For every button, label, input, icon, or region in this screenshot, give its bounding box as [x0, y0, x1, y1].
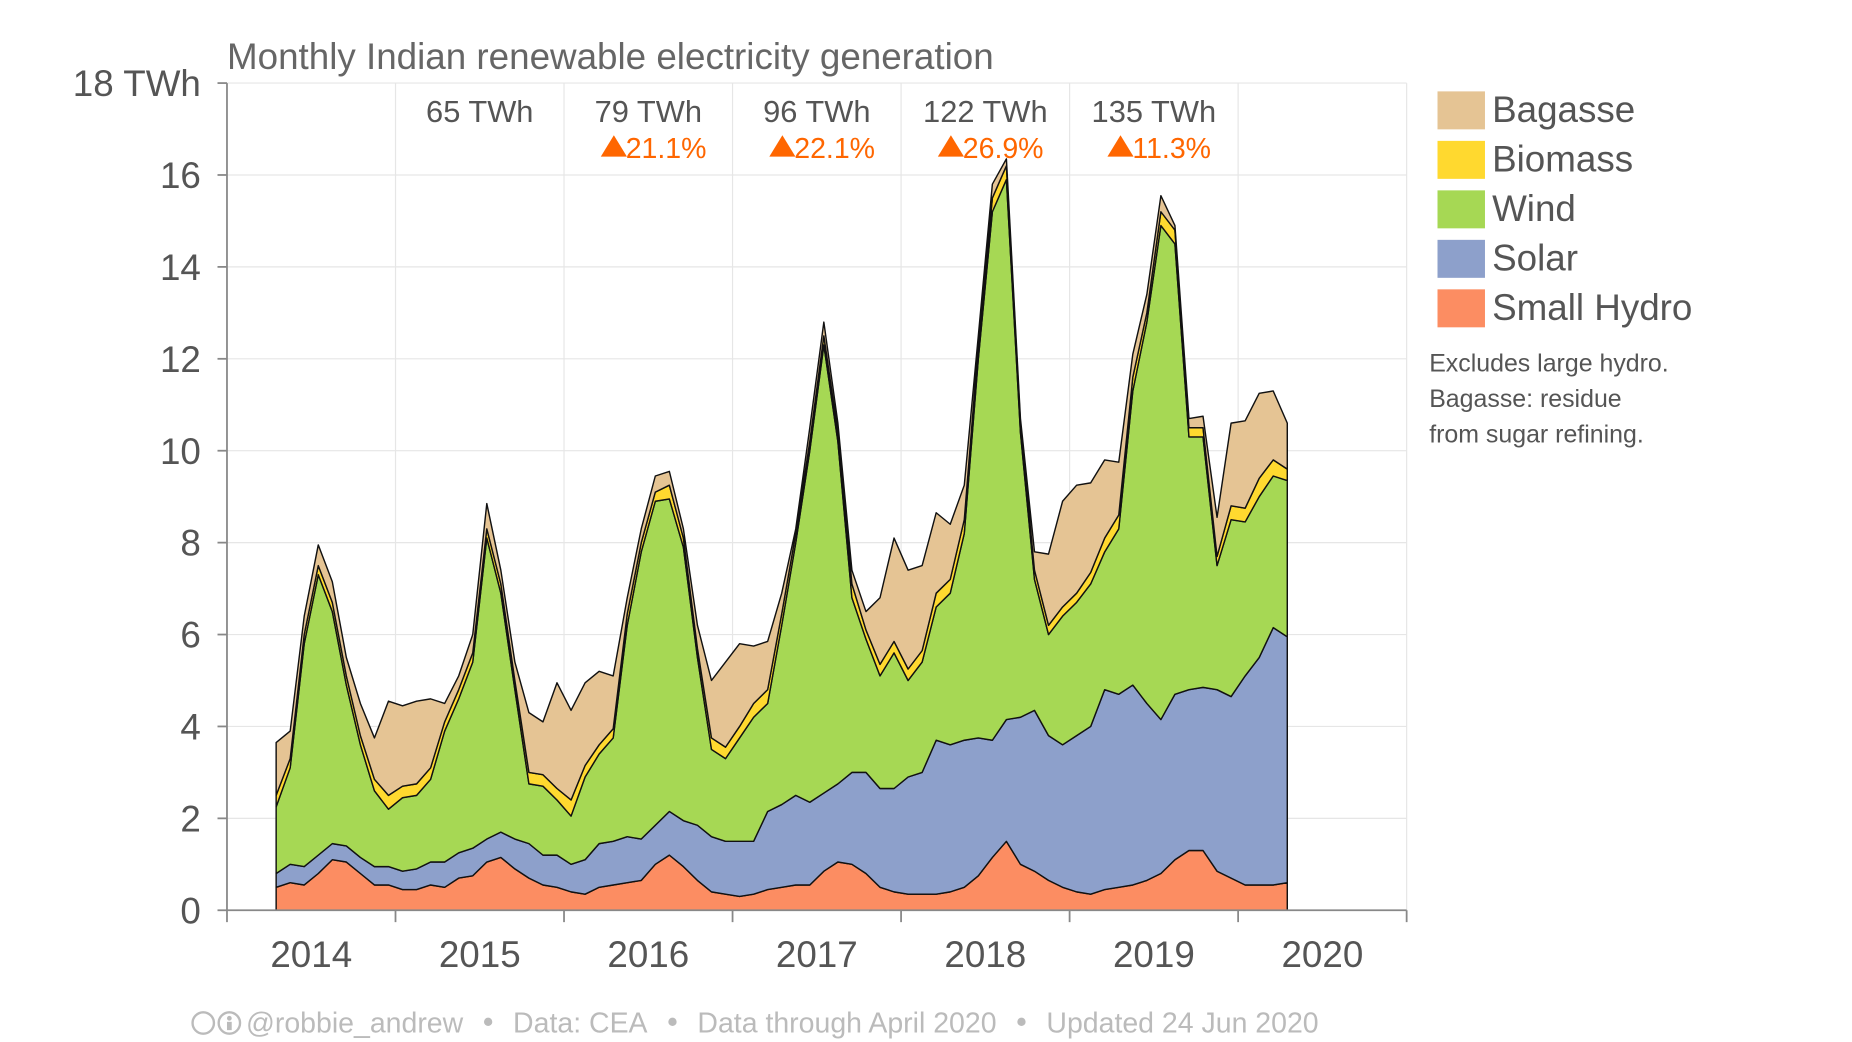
x-tick-label: 2018 [944, 934, 1026, 975]
x-tick-label: 2014 [270, 934, 352, 975]
chart-title: Monthly Indian renewable electricity gen… [227, 36, 994, 77]
y-tick-label: 12 [160, 339, 201, 380]
annotation-change: 26.9% [963, 133, 1044, 165]
footer-text: Data through April 2020 [697, 1008, 996, 1040]
up-triangle [937, 135, 964, 157]
footer-text: Data: CEA [513, 1008, 648, 1040]
by-icon [217, 1011, 242, 1035]
legend: Bagasse Biomass Wind Solar Small Hydro [1437, 89, 1692, 328]
y-tick-label: 14 [160, 247, 201, 288]
up-triangle [1107, 135, 1134, 157]
legend-label: Solar [1492, 238, 1578, 279]
annotation-total: 96 TWh [763, 94, 870, 129]
legend-swatch [1437, 140, 1485, 179]
y-tick-label: 10 [160, 431, 201, 472]
footer-text: Updated 24 Jun 2020 [1046, 1008, 1318, 1040]
footer-text: @robbie_andrew [246, 1008, 464, 1040]
note-line: from sugar refining. [1429, 421, 1644, 449]
up-triangle [769, 135, 796, 157]
legend-swatch [1437, 91, 1485, 130]
x-tick-label: 2017 [776, 934, 858, 975]
note-line: Bagasse: residue [1429, 385, 1621, 413]
legend-swatch [1437, 190, 1485, 229]
x-tick-label: 2016 [607, 934, 689, 975]
y-tick-label: 8 [180, 523, 200, 564]
area [275, 158, 1288, 801]
cc-icon [191, 1011, 216, 1035]
legend-label: Wind [1492, 188, 1576, 229]
legend-label: Small Hydro [1492, 287, 1692, 328]
legend-label: Bagasse [1492, 89, 1635, 130]
annotation-total: 79 TWh [595, 94, 702, 129]
areas [275, 158, 1288, 911]
annotation-change: 21.1% [626, 133, 707, 165]
by-icon-body [226, 1021, 232, 1031]
x-tick-label: 2019 [1113, 934, 1195, 975]
legend-label: Biomass [1492, 139, 1633, 180]
note-line: Excludes large hydro. [1429, 349, 1669, 377]
legend-swatch [1437, 239, 1485, 278]
legend-swatch [1437, 289, 1485, 328]
y-tick-label: 6 [180, 615, 200, 656]
footer-separator [1017, 1017, 1026, 1026]
footer-separator [668, 1017, 677, 1026]
x-tick-label: 2015 [439, 934, 521, 975]
y-tick-label: 0 [180, 890, 200, 931]
y-tick-label: 18 TWh [73, 63, 201, 104]
annotation-total: 122 TWh [923, 94, 1048, 129]
y-tick-label: 4 [180, 707, 200, 748]
annotation-total: 65 TWh [426, 94, 533, 129]
up-triangle [600, 135, 627, 157]
annotation-change: 22.1% [794, 133, 875, 165]
annotation-total: 135 TWh [1092, 94, 1217, 129]
x-tick-label: 2020 [1281, 934, 1363, 975]
y-tick-label: 16 [160, 155, 201, 196]
annotation-change: 11.3% [1132, 133, 1211, 165]
y-tick-label: 2 [180, 798, 200, 839]
by-icon-head [226, 1015, 232, 1021]
footer-separator [483, 1017, 493, 1026]
